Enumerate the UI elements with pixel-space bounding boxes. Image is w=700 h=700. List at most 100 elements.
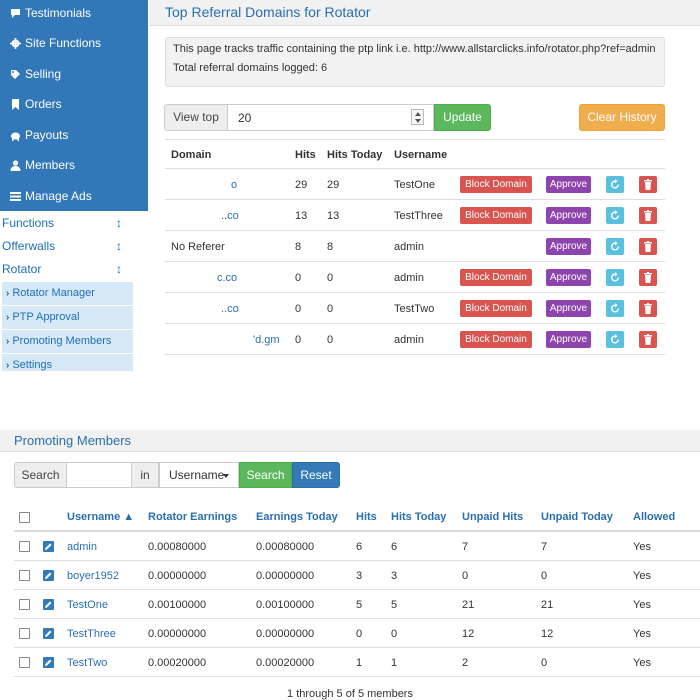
- refresh-button[interactable]: [606, 300, 624, 317]
- refresh-button[interactable]: [606, 238, 624, 255]
- username-link[interactable]: boyer1952: [67, 570, 119, 582]
- sidebar-item-manage-ads[interactable]: Manage Ads: [10, 185, 92, 207]
- bookmark-icon: [10, 98, 21, 110]
- approve-button[interactable]: Approve: [546, 300, 591, 317]
- delete-button[interactable]: [639, 269, 657, 286]
- col-allowed[interactable]: Allowed: [633, 511, 676, 523]
- block-domain-button[interactable]: Block Domain: [460, 176, 532, 193]
- delete-button[interactable]: [639, 238, 657, 255]
- search-button[interactable]: Search: [239, 462, 292, 488]
- delete-button[interactable]: [639, 207, 657, 224]
- row-checkbox[interactable]: [19, 628, 30, 639]
- edit-icon[interactable]: [43, 570, 54, 581]
- update-button[interactable]: Update: [434, 104, 491, 131]
- select-all-checkbox[interactable]: [19, 512, 30, 523]
- sidebar-item-site-functions[interactable]: Site Functions: [10, 32, 101, 54]
- sidebar-subitem-settings[interactable]: › Settings: [2, 354, 133, 371]
- approve-button[interactable]: Approve: [546, 176, 591, 193]
- section-title: Promoting Members: [14, 433, 132, 448]
- domain-link[interactable]: c.co: [217, 272, 238, 284]
- col-domain: Domain: [171, 149, 212, 161]
- refresh-button[interactable]: [606, 176, 624, 193]
- approve-button[interactable]: Approve: [546, 238, 591, 255]
- domain-link[interactable]: o: [231, 179, 238, 191]
- col-unpaid-hits[interactable]: Unpaid Hits: [462, 511, 524, 523]
- approve-button[interactable]: Approve: [546, 331, 591, 348]
- refresh-button[interactable]: [606, 269, 624, 286]
- allowed-cell: Yes: [633, 628, 651, 640]
- expand-arrows-icon: ↕: [116, 216, 122, 230]
- username-link[interactable]: TestThree: [67, 628, 116, 640]
- approve-button[interactable]: Approve: [546, 207, 591, 224]
- delete-button[interactable]: [639, 300, 657, 317]
- earnings-today-cell: 0.00000000: [256, 570, 315, 582]
- unpaid-today-cell: 0: [541, 657, 548, 669]
- promoting-members-header: Promoting Members: [0, 430, 700, 452]
- sidebar-group-rotator[interactable]: Rotator ↕: [2, 259, 128, 279]
- dropdown-value: Username: [169, 468, 225, 482]
- domain-link[interactable]: 'd.gm: [253, 334, 280, 346]
- delete-button[interactable]: [639, 176, 657, 193]
- spinner-down-icon[interactable]: [415, 119, 421, 123]
- clear-history-button[interactable]: Clear History: [579, 104, 665, 131]
- username-link[interactable]: TestTwo: [67, 657, 108, 669]
- edit-icon[interactable]: [43, 541, 54, 552]
- sidebar-group-functions[interactable]: Functions ↕: [2, 213, 128, 233]
- allowed-cell: Yes: [633, 657, 651, 669]
- referral-row: c.co 0 0 admin Block Domain Approve: [165, 262, 665, 293]
- edit-icon[interactable]: [43, 628, 54, 639]
- block-domain-button[interactable]: Block Domain: [460, 207, 532, 224]
- delete-button[interactable]: [639, 331, 657, 348]
- domain-link[interactable]: ..co: [221, 303, 239, 315]
- edit-icon[interactable]: [43, 599, 54, 610]
- sidebar-item-label: Selling: [25, 67, 62, 81]
- expand-arrows-icon: ↕: [116, 239, 122, 253]
- block-domain-button[interactable]: Block Domain: [460, 331, 532, 348]
- refresh-button[interactable]: [606, 331, 624, 348]
- number-spinner[interactable]: [411, 109, 424, 125]
- col-unpaid-today[interactable]: Unpaid Today: [541, 511, 613, 523]
- edit-icon[interactable]: [43, 657, 54, 668]
- sidebar-subitem-rotator-manager[interactable]: › Rotator Manager: [2, 282, 133, 305]
- trash-icon: [644, 303, 652, 314]
- col-username[interactable]: Username ▲: [67, 511, 135, 523]
- unpaid-hits-cell: 0: [462, 570, 469, 582]
- row-checkbox[interactable]: [19, 541, 30, 552]
- hits-cell: 29: [295, 179, 308, 191]
- view-top-input[interactable]: [227, 104, 434, 131]
- col-hits-today[interactable]: Hits Today: [391, 511, 447, 523]
- sidebar-group-offerwalls[interactable]: Offerwalls ↕: [2, 236, 128, 256]
- sidebar-item-members[interactable]: Members: [10, 154, 75, 176]
- search-field-dropdown[interactable]: Username: [159, 462, 239, 488]
- hits-today-cell: 5: [391, 599, 398, 611]
- row-checkbox[interactable]: [19, 570, 30, 581]
- sidebar-subitem-ptp-approval[interactable]: › PTP Approval: [2, 306, 133, 329]
- row-checkbox[interactable]: [19, 599, 30, 610]
- reset-button[interactable]: Reset: [292, 462, 340, 488]
- sidebar-subitem-promoting-members[interactable]: › Promoting Members: [2, 330, 133, 353]
- col-hits[interactable]: Hits: [356, 511, 377, 523]
- block-domain-button[interactable]: Block Domain: [460, 300, 532, 317]
- piggy-bank-icon: [10, 130, 21, 141]
- sidebar-item-payouts[interactable]: Payouts: [10, 124, 68, 146]
- col-rotator-earnings[interactable]: Rotator Earnings: [148, 511, 238, 523]
- approve-button[interactable]: Approve: [546, 269, 591, 286]
- earnings-today-cell: 0.00100000: [256, 599, 315, 611]
- block-domain-button[interactable]: Block Domain: [460, 269, 532, 286]
- expand-arrows-icon: ↕: [116, 262, 122, 276]
- sidebar-item-label: Members: [25, 158, 76, 172]
- chevron-right-icon: ›: [6, 288, 10, 299]
- username-link[interactable]: admin: [67, 541, 97, 553]
- in-label: in: [131, 462, 159, 488]
- col-earnings-today[interactable]: Earnings Today: [256, 511, 338, 523]
- sidebar-item-testimonials[interactable]: Testimonials: [10, 2, 91, 24]
- spinner-up-icon[interactable]: [415, 112, 421, 116]
- row-checkbox[interactable]: [19, 657, 30, 668]
- domain-link[interactable]: ..co: [221, 210, 239, 222]
- trash-icon: [644, 272, 652, 283]
- sidebar-item-orders[interactable]: Orders: [10, 93, 62, 115]
- sidebar-item-selling[interactable]: Selling: [10, 63, 61, 85]
- username-link[interactable]: TestOne: [67, 599, 108, 611]
- refresh-button[interactable]: [606, 207, 624, 224]
- search-input[interactable]: [66, 462, 132, 488]
